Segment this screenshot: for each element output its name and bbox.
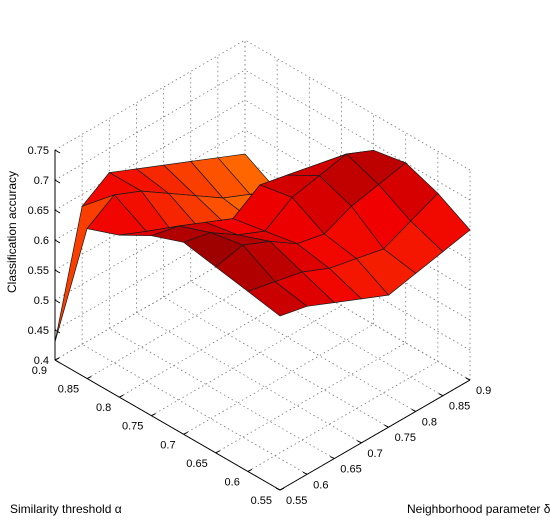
- z-tick-label: 0.55: [28, 265, 49, 277]
- z-tick-label: 0.65: [28, 205, 49, 217]
- grid-line: [163, 296, 389, 428]
- grid-line: [244, 99, 471, 231]
- y-axis-title: Neighborhood parameter δ: [407, 502, 550, 516]
- axis-layer: [54, 149, 471, 491]
- z-tick-mark: [54, 359, 61, 364]
- z-tick-label: 0.45: [28, 325, 49, 337]
- z-tick-mark: [54, 329, 61, 334]
- z-tick-mark: [54, 269, 61, 274]
- grid-line: [54, 219, 246, 331]
- x-tick-label: 0.75: [122, 421, 143, 433]
- y-tick-label: 0.9: [476, 385, 491, 397]
- x-axis-title: Similarity threshold α: [10, 502, 122, 516]
- x-tick-label: 0.9: [32, 365, 47, 377]
- surface-layer: [54, 149, 471, 343]
- y-tick-label: 0.6: [313, 479, 328, 491]
- grid-line: [244, 129, 471, 261]
- grid-line: [119, 286, 310, 398]
- x-tick-mark: [54, 357, 60, 361]
- grid-line: [244, 39, 471, 171]
- x-tick-label: 0.6: [225, 476, 240, 488]
- grid-line: [215, 342, 406, 454]
- x-tick-mark: [247, 468, 253, 472]
- x-tick-label: 0.8: [96, 402, 111, 414]
- grid-line: [244, 69, 471, 201]
- x-axis-line: [54, 359, 281, 491]
- z-tick-mark: [54, 299, 61, 304]
- y-tick-label: 0.7: [367, 448, 382, 460]
- z-tick-label: 0.6: [34, 235, 49, 247]
- y-tick-mark: [275, 487, 281, 491]
- x-tick-mark: [86, 376, 92, 380]
- z-tick-label: 0.5: [34, 295, 49, 307]
- x-tick-label: 0.55: [251, 495, 272, 507]
- y-tick-label: 0.8: [422, 416, 437, 428]
- grid-line: [183, 323, 374, 435]
- y-tick-mark: [302, 471, 308, 475]
- y-tick-mark: [384, 424, 389, 428]
- label-layer: 0.4 0.45 0.5 0.55 0.6 0.65 0.7 0.75 0.55 0.6 0.65 0…: [28, 145, 492, 507]
- z-tick-label: 0.75: [28, 145, 49, 157]
- x-tick-mark: [215, 450, 220, 454]
- y-tick-mark: [357, 440, 362, 444]
- grid-line: [54, 189, 246, 301]
- surface-cell: [247, 281, 308, 317]
- grid-line: [109, 328, 335, 459]
- z-tick-mark: [54, 239, 61, 244]
- grid-line: [136, 312, 362, 444]
- z-tick-label: 0.7: [34, 175, 49, 187]
- y-tick-mark: [438, 393, 444, 397]
- y-tick-label: 0.85: [449, 401, 470, 413]
- grid-line: [54, 69, 246, 181]
- grid-line: [54, 39, 246, 151]
- z-axis-title: Classification accuracy: [5, 171, 19, 293]
- grid-line: [81, 343, 308, 475]
- grid-line: [86, 268, 278, 379]
- y-tick-mark: [411, 408, 416, 412]
- x-tick-label: 0.85: [58, 384, 79, 396]
- grid-line: [190, 281, 416, 412]
- y-tick-label: 0.75: [395, 432, 416, 444]
- z-tick-mark: [54, 179, 61, 184]
- grid-line: [247, 361, 439, 472]
- y-tick-label: 0.65: [340, 464, 361, 476]
- x-tick-label: 0.65: [186, 458, 207, 470]
- y-tick-mark: [330, 456, 335, 460]
- z-tick-mark: [54, 209, 61, 214]
- x-tick-mark: [151, 413, 156, 417]
- z-tick-label: 0.4: [34, 355, 49, 367]
- y-axis-line: [279, 379, 471, 491]
- grid-line: [54, 99, 246, 211]
- z-tick-mark: [54, 149, 61, 154]
- x-tick-label: 0.7: [160, 439, 175, 451]
- y-tick-mark: [465, 377, 471, 381]
- x-tick-mark: [279, 487, 285, 491]
- grid-line: [151, 305, 342, 417]
- grid-line: [54, 249, 246, 361]
- x-tick-mark: [183, 431, 188, 435]
- x-tick-mark: [119, 394, 124, 398]
- y-tick-label: 0.55: [286, 495, 307, 507]
- grid-line: [54, 159, 246, 271]
